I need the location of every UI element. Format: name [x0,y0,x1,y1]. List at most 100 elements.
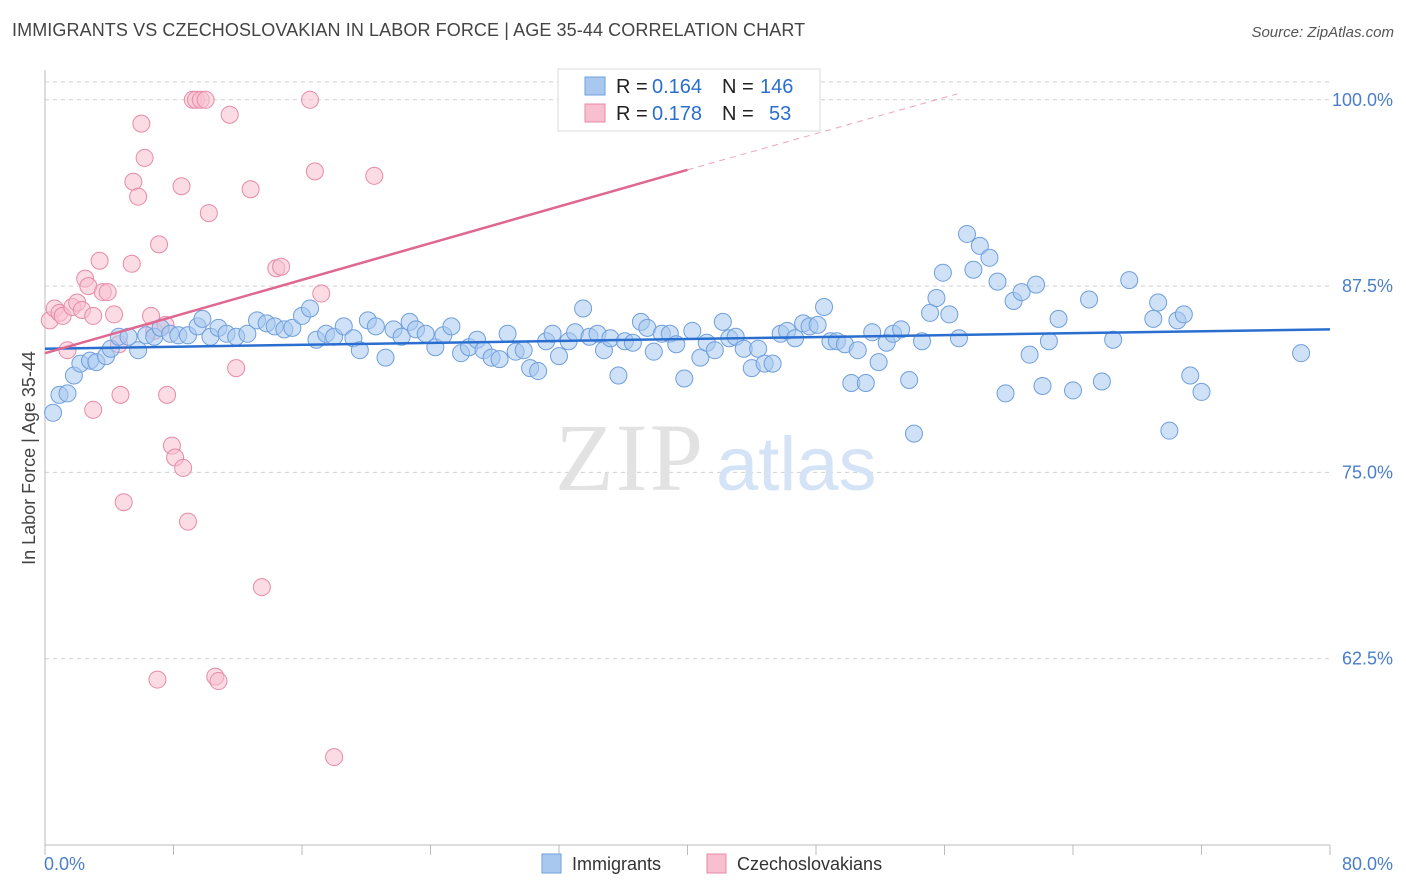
czechoslovakians-point-50 [365,166,384,185]
immigrants-point-114 [927,289,946,308]
immigrants-point-115 [933,263,952,282]
immigrants-point-59 [529,362,548,381]
czechoslovakians-point-37 [199,204,218,223]
immigrants-point-103 [848,341,867,360]
chart-title: IMMIGRANTS VS CZECHOSLOVAKIAN IN LABOR F… [12,20,806,40]
y-axis-title: In Labor Force | Age 35-44 [19,351,39,565]
y-tick-label-3: 100.0% [1332,90,1393,110]
immigrants-point-97 [808,315,827,334]
czechoslovakians-point-27 [158,385,177,404]
y-tick-label-1: 75.0% [1342,462,1393,482]
axis-layer [44,70,1331,855]
immigrants-point-72 [623,333,642,352]
immigrants-points [44,224,1311,443]
immigrants-point-11 [129,341,148,360]
czechoslovakians-point-39 [209,672,228,691]
bottom-legend-swatch-czechoslovakians [706,853,727,874]
immigrants-point-65 [574,299,593,318]
legend-n-label-1: N = [722,76,754,98]
czechoslovakians-point-46 [301,90,320,109]
czechoslovakians-point-47 [305,162,324,181]
immigrants-point-119 [964,260,983,279]
czechoslovakians-point-17 [114,493,133,512]
immigrants-point-62 [550,347,568,366]
czechoslovakians-trend-extension [687,93,958,171]
immigrants-point-48 [442,317,461,336]
czechoslovakians-point-31 [174,458,193,477]
immigrants-point-0 [44,403,63,422]
immigrants-point-126 [1020,345,1039,364]
bottom-legend: Immigrants Czechoslovakians [541,853,882,874]
immigrants-point-40 [376,348,395,367]
immigrants-point-75 [644,342,663,361]
immigrants-point-127 [1027,275,1046,294]
immigrants-point-117 [949,329,968,348]
immigrants-point-133 [1092,372,1111,391]
immigrants-point-24 [238,324,257,343]
immigrants-point-37 [350,341,369,360]
immigrants-point-105 [863,323,882,342]
immigrants-point-120 [970,236,989,255]
immigrants-point-109 [892,320,911,339]
czechoslovakians-point-22 [135,148,154,167]
immigrants-point-113 [921,303,940,322]
immigrants-point-98 [815,297,834,316]
czechoslovakians-point-25 [150,235,169,254]
y-tick-label-0: 62.5% [1342,649,1393,669]
immigrants-point-112 [913,332,932,351]
czechoslovakians-point-16 [111,385,130,404]
immigrants-point-104 [856,373,875,392]
x-tick-label-1: 80.0% [1342,854,1393,874]
immigrants-point-138 [1160,421,1179,440]
trend-layer [44,93,1331,355]
immigrants-point-106 [869,353,888,372]
czechoslovakians-point-52 [84,400,103,419]
immigrants-point-84 [713,312,732,331]
immigrants-point-143 [1292,344,1311,363]
czechoslovakians-point-41 [227,359,246,378]
immigrants-point-122 [988,272,1007,291]
czechoslovakians-point-11 [90,251,109,270]
immigrants-point-116 [940,305,959,324]
czechoslovakians-trend-line [44,168,688,355]
tick-labels: 62.5% 75.0% 87.5% 100.0% 0.0% 80.0% [44,90,1393,874]
immigrants-point-39 [366,317,385,336]
legend-r-value-1: 0.164 [652,76,702,98]
immigrants-point-55 [498,324,517,343]
immigrants-trend-line [44,328,1331,350]
immigrants-point-2 [58,384,77,403]
immigrants-point-125 [1012,283,1031,302]
immigrants-point-91 [763,354,782,373]
immigrants-point-83 [705,341,724,360]
czechoslovakians-point-10 [84,306,103,325]
immigrants-point-123 [996,384,1015,403]
watermark-atlas: atlas [716,422,877,507]
immigrants-point-70 [609,366,628,385]
legend-swatch-czechoslovakians [584,103,606,123]
legend-r-label-1: R = [616,76,648,98]
immigrants-point-128 [1033,376,1052,395]
czechoslovakians-point-19 [124,172,143,191]
czechoslovakians-point-30 [172,177,191,196]
stats-legend: R = 0.164 N = 146 R = 0.178 N = 53 [557,68,821,132]
y-tick-label-2: 87.5% [1342,276,1393,296]
immigrants-point-118 [957,224,976,243]
immigrants-point-132 [1080,290,1099,309]
czechoslovakians-point-14 [105,305,124,324]
immigrants-point-110 [900,371,919,389]
immigrants-point-135 [1120,271,1139,290]
legend-swatch-immigrants [584,76,606,96]
czechoslovakians-point-51 [148,670,167,689]
czechoslovakians-point-32 [178,512,197,531]
czechoslovakians-point-21 [132,114,151,133]
czechoslovakians-point-42 [241,180,260,199]
czechoslovakians-point-49 [325,748,344,767]
immigrants-point-81 [691,348,710,367]
legend-r-value-2: 0.178 [652,103,702,125]
immigrants-point-134 [1104,330,1123,349]
immigrants-point-137 [1149,293,1168,312]
legend-n-label-2: N = [722,103,754,125]
immigrants-point-35 [334,317,353,336]
immigrants-point-111 [904,424,923,443]
